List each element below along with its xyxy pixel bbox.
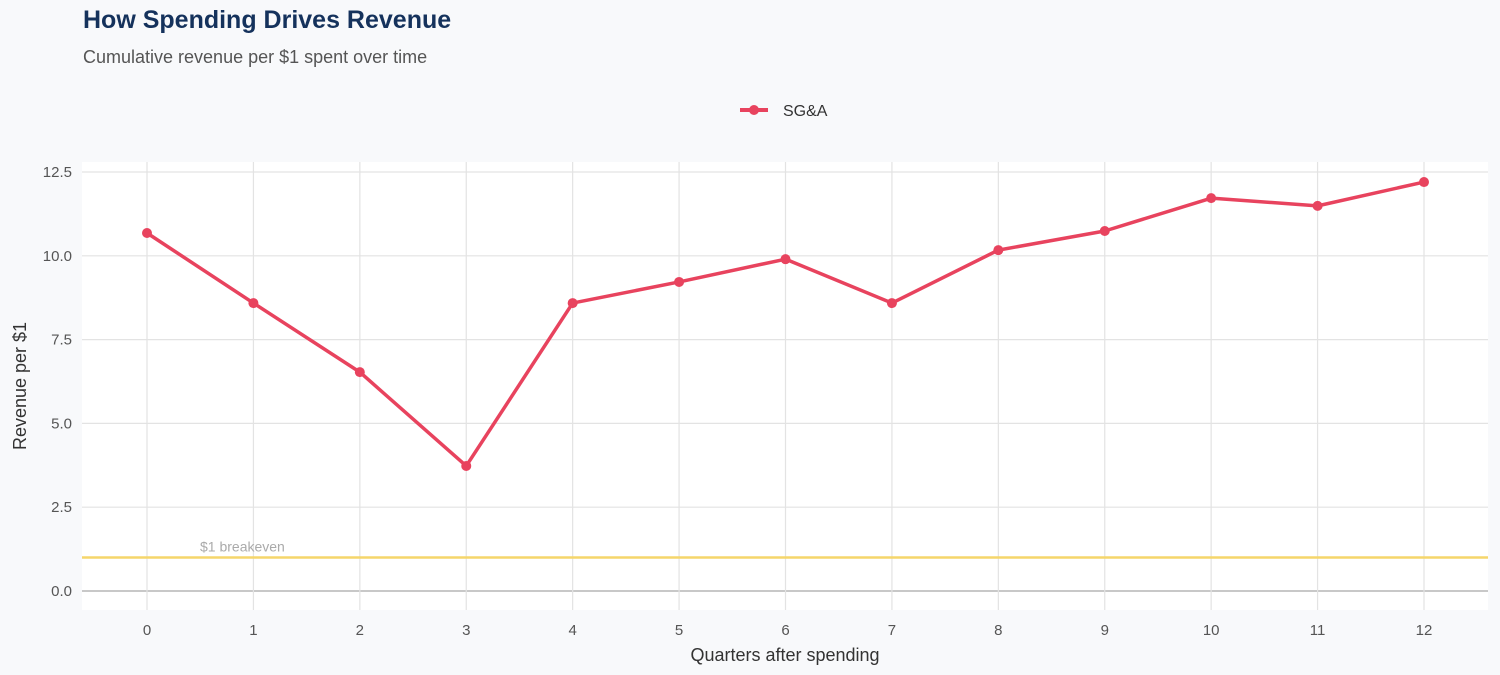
x-tick-label: 1 bbox=[249, 622, 257, 639]
data-point bbox=[1312, 200, 1323, 211]
data-point bbox=[886, 298, 897, 309]
chart-subtitle: Cumulative revenue per $1 spent over tim… bbox=[83, 47, 428, 67]
chart-title: How Spending Drives Revenue bbox=[83, 6, 452, 34]
y-tick-label: 2.5 bbox=[51, 499, 72, 516]
breakeven-label: $1 breakeven bbox=[200, 538, 285, 554]
data-point bbox=[461, 460, 472, 471]
data-point bbox=[248, 298, 259, 309]
x-tick-label: 6 bbox=[781, 622, 789, 639]
y-tick-label: 0.0 bbox=[51, 583, 72, 600]
x-tick-label: 2 bbox=[356, 622, 364, 639]
x-tick-label: 11 bbox=[1310, 622, 1326, 639]
y-tick-label: 10.0 bbox=[43, 248, 72, 265]
x-tick-label: 0 bbox=[143, 622, 151, 639]
data-point bbox=[142, 228, 152, 239]
data-point bbox=[780, 254, 791, 265]
data-point bbox=[1099, 225, 1110, 236]
x-tick-label: 7 bbox=[888, 622, 896, 639]
legend-marker bbox=[749, 105, 759, 115]
x-tick-label: 10 bbox=[1203, 622, 1220, 639]
data-point bbox=[354, 367, 365, 378]
x-tick-label: 5 bbox=[675, 622, 683, 639]
y-tick-label: 5.0 bbox=[51, 415, 72, 432]
y-tick-label: 7.5 bbox=[51, 332, 72, 349]
x-tick-label: 3 bbox=[462, 622, 470, 639]
legend-label: SG&A bbox=[783, 103, 828, 120]
y-tick-label: 12.5 bbox=[43, 164, 72, 181]
x-tick-label: 9 bbox=[1101, 622, 1109, 639]
y-axis-label: Revenue per $1 bbox=[10, 322, 30, 450]
data-point bbox=[567, 298, 578, 309]
x-tick-label: 4 bbox=[568, 622, 576, 639]
x-tick-label: 8 bbox=[994, 622, 1002, 639]
data-point bbox=[674, 276, 685, 287]
x-tick-label: 12 bbox=[1416, 622, 1433, 639]
data-point bbox=[993, 245, 1004, 256]
data-point bbox=[1206, 193, 1217, 204]
x-axis-label: Quarters after spending bbox=[690, 645, 879, 665]
data-point bbox=[1419, 177, 1429, 188]
